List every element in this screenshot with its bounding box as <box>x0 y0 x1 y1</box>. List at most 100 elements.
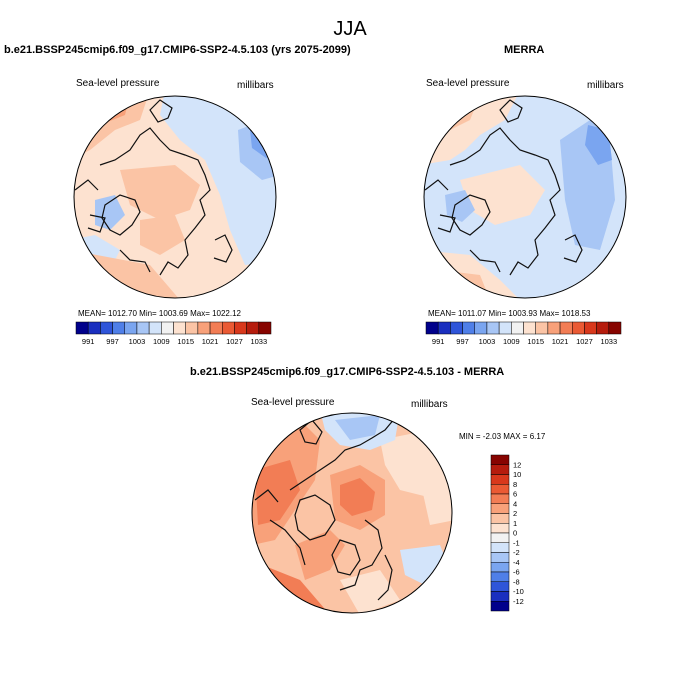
panel3-colorbar-tick-label: 6 <box>513 490 517 499</box>
panel2-colorbar-swatch <box>584 321 597 335</box>
panel1-colorbar-swatch <box>197 321 211 335</box>
panel2-units: millibars <box>587 80 624 91</box>
panel1-colorbar-tick-label: 1009 <box>153 337 170 346</box>
panel2-colorbar-swatch <box>523 321 536 335</box>
panel3-colorbar-tick-label: 2 <box>513 509 517 518</box>
panel3-colorbar-tick-label: -4 <box>513 558 520 567</box>
panel3-colorbar-swatch <box>490 474 510 485</box>
panel3-colorbar-tick-label: -10 <box>513 587 524 596</box>
panel2-colorbar-swatch <box>559 321 573 335</box>
panel1-colorbar-swatch <box>124 321 138 335</box>
panel2-stats: MEAN= 1011.07 Min= 1003.93 Max= 1018.53 <box>428 309 591 318</box>
panel3-colorbar-tick-label: -12 <box>513 597 524 606</box>
panel3-map-border <box>251 412 453 614</box>
panel2-colorbar-swatch <box>498 321 512 335</box>
panel2-colorbar-swatch <box>450 321 463 335</box>
panel2-colorbar-swatch <box>572 321 585 335</box>
panel2-variable: Sea-level pressure <box>426 78 510 89</box>
panel1-stats: MEAN= 1012.70 Min= 1003.69 Max= 1022.12 <box>78 309 241 318</box>
panel3-colorbar-tick-label: -1 <box>513 538 520 547</box>
panel3-colorbar-swatch <box>490 532 510 543</box>
panel1-colorbar-tick-label: 1021 <box>202 337 219 346</box>
panel1-colorbar-tick-label: 1027 <box>226 337 243 346</box>
panel1-colorbar-labels: 991 997 1003 1009 1015 1021 1027 1033 <box>82 337 267 346</box>
panel3-colorbar-swatch <box>490 542 510 553</box>
panel1-colorbar-swatch <box>136 321 150 335</box>
season-title: JJA <box>333 18 367 40</box>
panel2-colorbar-labels: 991 997 1003 1009 1015 1021 1027 1033 <box>432 337 617 346</box>
panel2-colorbar-tick-label: 1021 <box>552 337 569 346</box>
panel3-stats: MIN = -2.03 MAX = 6.17 <box>459 432 546 441</box>
panel1-colorbar-tick-label: 1003 <box>129 337 146 346</box>
panel1-colorbar-swatch <box>100 321 113 335</box>
panel2-title: MERRA <box>504 44 545 56</box>
panel1-units: millibars <box>237 80 274 91</box>
panel2-colorbar-tick-label: 1033 <box>600 337 617 346</box>
panel2-colorbar-swatch <box>486 321 500 335</box>
panel3-colorbar-swatch <box>490 552 510 563</box>
panel3-colorbar-tick-label: -2 <box>513 548 520 557</box>
panel1-colorbar-swatch <box>185 321 199 335</box>
panel3-colorbar-swatch <box>490 493 510 504</box>
panel2-colorbar-swatch <box>608 321 622 335</box>
panel1-colorbar-swatch <box>112 321 125 335</box>
panel3-colorbar-swatch <box>490 513 510 524</box>
panel2-colorbar-tick-label: 1009 <box>503 337 520 346</box>
panel2-colorbar-swatch <box>547 321 561 335</box>
panel1-title: b.e21.BSSP245cmip6.f09_g17.CMIP6-SSP2-4.… <box>4 44 351 56</box>
panel3-colorbar-tick-label: -8 <box>513 577 520 586</box>
panel3-colorbar-tick-label: 1 <box>513 519 517 528</box>
panel2-colorbar-swatch <box>474 321 488 335</box>
panel3-colorbar-tick-label: 8 <box>513 480 517 489</box>
panel2-colorbar-swatch <box>596 321 610 335</box>
panel3-colorbar-swatch <box>490 591 510 602</box>
panel3-colorbar-tick-label: -6 <box>513 568 520 577</box>
panel2-colorbar-swatch <box>462 321 475 335</box>
panel1-colorbar-swatch <box>87 321 101 335</box>
panel2-colorbar-tick-label: 1015 <box>527 337 544 346</box>
panel3-colorbar-swatch <box>490 523 510 534</box>
panel3-colorbar-swatch <box>490 581 510 592</box>
panel1-colorbar-tick-label: 997 <box>106 337 119 346</box>
panel3-colorbar-swatch <box>490 562 510 573</box>
panel3-colorbar-tick-label: 12 <box>513 460 521 469</box>
panel2-colorbar-swatch <box>511 321 524 335</box>
panel2-map-border <box>423 95 627 299</box>
panel2-map <box>424 96 626 298</box>
panel2-colorbar-swatch <box>437 321 451 335</box>
panel1-colorbar-swatch <box>209 321 223 335</box>
panel2-colorbar <box>425 321 622 335</box>
panel3-colorbar-tick-label: 0 <box>513 529 517 538</box>
panel3-colorbar-tick-label: 10 <box>513 470 521 479</box>
panel2-colorbar-tick-label: 1027 <box>576 337 593 346</box>
panel3-colorbar-swatch <box>490 601 510 612</box>
panel3-colorbar-swatch <box>490 503 510 514</box>
panel3-colorbar-swatch <box>490 454 510 465</box>
panel1-colorbar-swatch <box>161 321 174 335</box>
panel1-variable: Sea-level pressure <box>76 78 160 89</box>
panel1-colorbar-swatch <box>222 321 235 335</box>
panel3-colorbar-swatch <box>490 571 510 582</box>
panel3-colorbar-tick-label: 4 <box>513 499 517 508</box>
panel3-colorbar <box>490 454 510 612</box>
panel2-colorbar-tick-label: 997 <box>456 337 469 346</box>
panel3-units: millibars <box>411 399 448 410</box>
panel1-colorbar-swatch <box>246 321 260 335</box>
panel2-colorbar-swatch <box>425 321 439 335</box>
panel1-colorbar-tick-label: 1033 <box>250 337 267 346</box>
panel1-colorbar-swatch <box>258 321 272 335</box>
panel3-title: b.e21.BSSP245cmip6.f09_g17.CMIP6-SSP2-4.… <box>190 366 505 378</box>
panel2-colorbar-tick-label: 1003 <box>479 337 496 346</box>
panel2-colorbar-tick-label: 991 <box>432 337 445 346</box>
panel3-variable: Sea-level pressure <box>251 397 335 408</box>
panel1-map-border <box>73 95 277 299</box>
panel3-colorbar-swatch <box>490 484 510 495</box>
panel3-coastlines <box>254 417 396 601</box>
panel1-colorbar-swatch <box>234 321 247 335</box>
panel3-map <box>252 413 452 613</box>
panel2-colorbar-swatch <box>535 321 549 335</box>
panel1-colorbar-tick-label: 1015 <box>177 337 194 346</box>
panel1-colorbar <box>75 321 272 335</box>
